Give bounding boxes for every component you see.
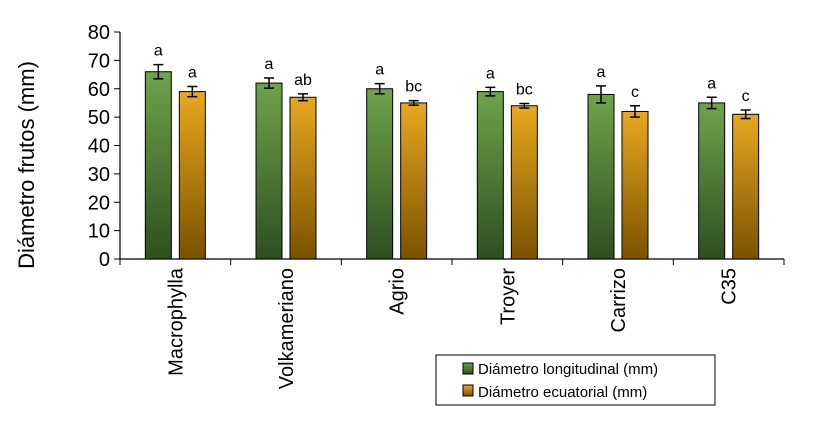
y-tick-label: 20	[88, 192, 110, 214]
bars	[144, 63, 760, 260]
significance-label: c	[631, 84, 639, 101]
bar-longitudinal	[698, 102, 726, 260]
significance-label: bc	[516, 82, 533, 99]
significance-label: a	[188, 64, 197, 81]
significance-label: a	[707, 75, 716, 92]
legend: Diámetro longitudinal (mm) Diámetro ecua…	[435, 354, 716, 406]
labels: Macrophylla a a Volkameriano a ab Agrio a bc Troy…	[154, 43, 750, 390]
bar-ecuatorial	[510, 105, 538, 260]
significance-label: c	[742, 88, 750, 105]
axes: 0 10 20 30 40 50 60 70 80	[88, 22, 785, 271]
bar-ecuatorial	[621, 110, 649, 260]
significance-label: a	[375, 62, 384, 79]
bar-ecuatorial	[178, 91, 206, 260]
y-tick-label: 70	[88, 50, 110, 72]
legend-swatch-longitudinal	[462, 362, 474, 375]
y-axis-title: Diámetro frutos (mm)	[14, 61, 39, 269]
y-tick-label: 80	[88, 22, 110, 44]
legend-swatch-ecuatorial	[462, 384, 474, 397]
significance-label: ab	[294, 72, 312, 89]
x-category-label: Troyer	[497, 268, 519, 325]
legend-label-ecuatorial: Diámetro ecuatorial (mm)	[478, 384, 647, 401]
bar-ecuatorial	[289, 96, 317, 260]
bar-ecuatorial	[400, 102, 428, 260]
x-category-label: Volkameriano	[276, 268, 298, 389]
bar-longitudinal	[476, 91, 504, 260]
significance-label: a	[265, 56, 274, 73]
x-category-label: Macrophylla	[165, 267, 187, 376]
x-category-label: C35	[719, 268, 741, 305]
bar-longitudinal	[587, 93, 615, 260]
y-tick-label: 60	[88, 79, 110, 101]
y-tick-label: 50	[88, 107, 110, 129]
legend-box	[435, 354, 716, 406]
significance-label: a	[154, 43, 163, 60]
y-tick-label: 40	[88, 136, 110, 158]
bar-ecuatorial	[732, 113, 760, 260]
legend-label-longitudinal: Diámetro longitudinal (mm)	[478, 361, 658, 378]
y-tick-label: 30	[88, 164, 110, 186]
significance-label: a	[486, 65, 495, 82]
bar-longitudinal	[366, 88, 394, 260]
significance-label: bc	[405, 79, 422, 96]
x-category-label: Carrizo	[608, 268, 630, 332]
x-category-label: Agrio	[387, 268, 409, 315]
bar-longitudinal	[144, 71, 172, 260]
y-tick-label: 10	[88, 221, 110, 243]
y-tick-label: 0	[99, 249, 110, 271]
bar-longitudinal	[255, 82, 283, 260]
significance-label: a	[597, 64, 606, 81]
